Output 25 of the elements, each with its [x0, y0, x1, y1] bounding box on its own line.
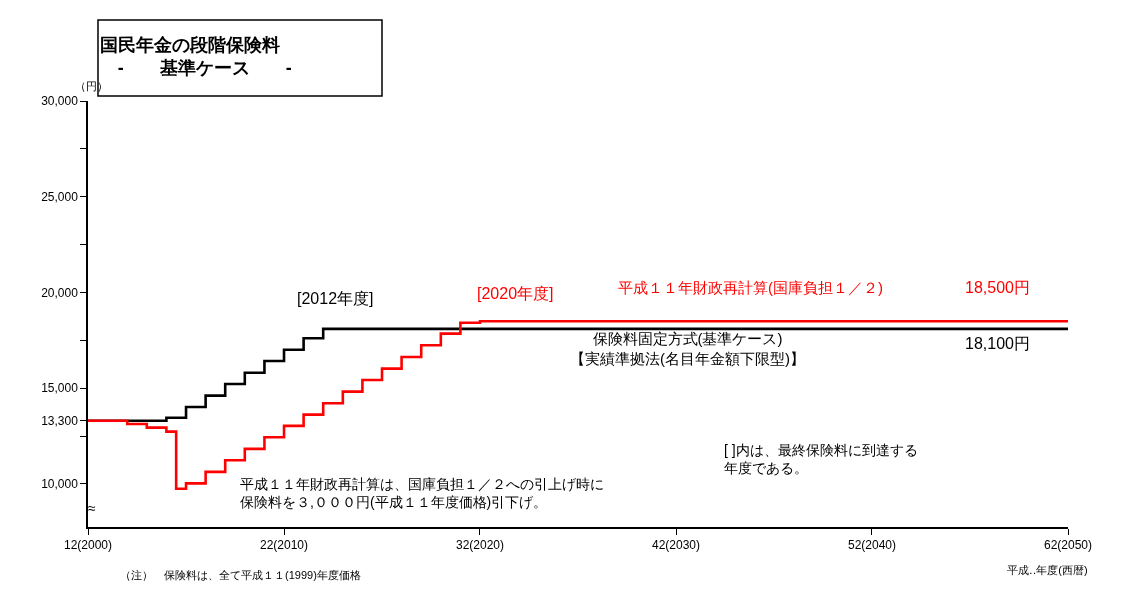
x-tick-label: 22(2010) — [260, 538, 309, 553]
chart-title: 国民年金の段階保険料 - 基準ケース - — [99, 34, 292, 78]
y-tick-label: 25,000 — [41, 189, 79, 204]
text: （注） 保険料は、全て平成１１(1999)年度価格 — [120, 569, 361, 581]
x-tick-label: 42(2030) — [651, 538, 701, 553]
x-axis-title: 平成‥年度(西暦) — [1007, 564, 1088, 576]
annotation: [2012年度] — [297, 290, 374, 307]
y-tick-label: 10,000 — [41, 477, 79, 492]
y-tick-label: 30,000 — [41, 94, 79, 109]
y-tick-label: 15,000 — [41, 381, 79, 396]
x-tick-label: 62(2050) — [1043, 538, 1093, 553]
annotation: 平成１１年財政再計算は、国庫負担１／２への引上げ時に保険料を３,０００円(平成１１年度価格)引下げ。 — [240, 476, 604, 511]
annotation: 18,100円 — [965, 335, 1030, 352]
x-tick-label: 12(2000) — [63, 538, 113, 553]
annotation: ≈ — [88, 500, 96, 516]
annotation: 18,500円 — [965, 279, 1030, 296]
y-tick-label: 13,300 — [41, 413, 79, 428]
y-axis-title: （円） — [75, 80, 108, 92]
x-tick-label: 52(2040) — [847, 538, 896, 553]
series-label: 平成１１年財政再計算(国庫負担１／２) — [618, 279, 883, 296]
x-tick-label: 32(2020) — [455, 538, 505, 553]
series-label: 保険料固定方式(基準ケース) 【実績準拠法(名目年金額下限型)】 — [570, 330, 805, 367]
y-tick-label: 20,000 — [41, 285, 79, 300]
annotation: [ ]内は、最終保険料に到達する年度である。 — [724, 442, 918, 477]
annotation: [2020年度] — [477, 285, 554, 302]
